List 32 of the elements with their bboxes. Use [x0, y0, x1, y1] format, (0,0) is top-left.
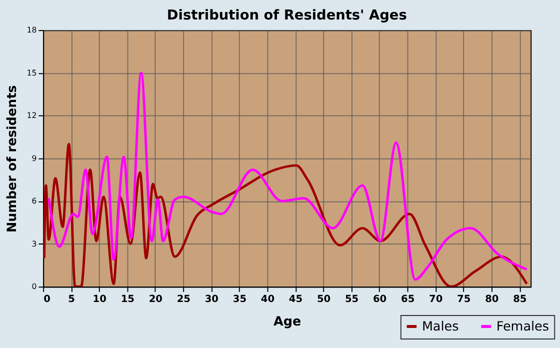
x-tick-label: 65 [401, 294, 415, 305]
y-tick-label: 6 [32, 196, 37, 206]
x-tick-label: 30 [204, 294, 219, 305]
x-tick-label: 0 [44, 294, 51, 305]
x-tick-label: 75 [457, 294, 471, 305]
y-tick-label: 12 [26, 111, 37, 120]
y-tick-label: 0 [32, 282, 37, 292]
x-tick-label: 40 [260, 294, 275, 305]
x-tick-label: 35 [232, 294, 247, 305]
x-tick-label: 80 [485, 294, 499, 305]
y-axis-title: Number of residents [4, 85, 19, 233]
y-tick-label: 3 [32, 239, 37, 248]
legend-label: Females [496, 318, 549, 334]
chart-title: Distribution of Residents' Ages [166, 7, 407, 24]
x-tick-label: 55 [344, 294, 359, 305]
x-tick-label: 50 [316, 294, 331, 305]
y-tick-label: 18 [26, 26, 37, 35]
x-tick-label: 70 [429, 294, 443, 305]
line-series [47, 72, 528, 281]
x-tick-label: 15 [120, 294, 135, 305]
x-tick-label: 20 [148, 294, 163, 305]
x-tick-label: 25 [176, 294, 191, 305]
line-series [43, 142, 528, 287]
x-tick-label: 85 [513, 294, 527, 305]
x-tick-label: 60 [372, 294, 387, 305]
y-tick-label: 9 [32, 154, 37, 163]
y-tick-label: 15 [26, 68, 37, 78]
legend-label: Males [422, 318, 459, 334]
x-tick-label: 5 [68, 294, 76, 305]
x-tick-label: 45 [288, 294, 303, 305]
x-tick-label: 10 [92, 294, 107, 305]
x-axis-title: Age [274, 313, 302, 328]
